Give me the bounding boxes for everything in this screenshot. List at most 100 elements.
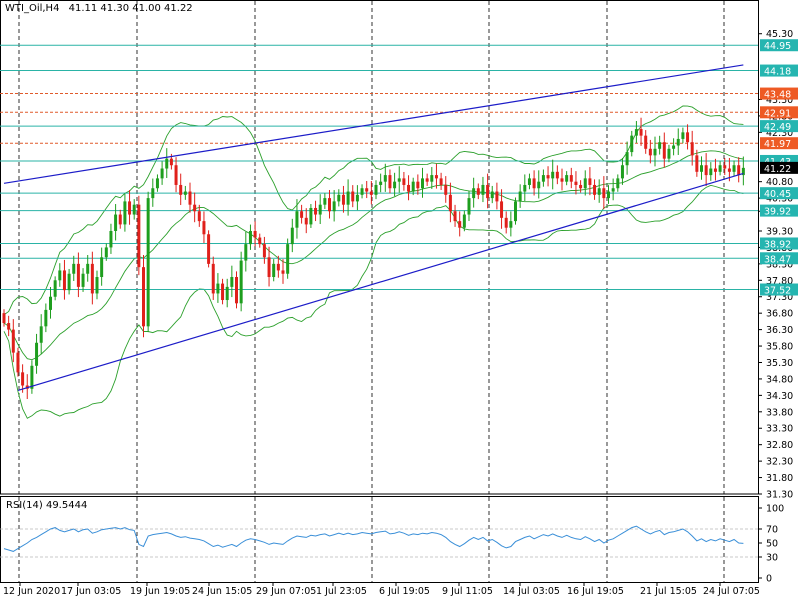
candle-body (602, 188, 606, 199)
candle-body (104, 247, 108, 258)
candle-body (704, 165, 708, 176)
price-tag-label: 42.49 (764, 122, 791, 133)
candle-body (35, 342, 39, 366)
candle-body (90, 263, 94, 294)
candle-body (597, 188, 601, 195)
y-tick-label: 45.30 (766, 29, 793, 40)
candle-body (527, 178, 531, 185)
candle-body (346, 191, 350, 205)
candle-body (146, 198, 150, 327)
candle-body (235, 277, 238, 304)
y-tick-label: 36.80 (766, 309, 793, 320)
candle-body (374, 184, 378, 195)
candle-body (518, 191, 522, 202)
candle-body (323, 198, 327, 205)
candle-body (365, 188, 369, 192)
candle-body (62, 270, 66, 291)
candle-body (72, 263, 76, 274)
candle-body (355, 194, 359, 202)
candle-body (383, 175, 387, 182)
candle-body (207, 234, 211, 264)
y-tick-label: 34.30 (766, 391, 793, 402)
candle-body (221, 283, 225, 301)
candle-body (434, 175, 438, 179)
candle-body (658, 142, 662, 149)
candle-body (500, 201, 504, 218)
candle-body (49, 296, 52, 310)
time-axis: 12 Jun 2020 17 Jun 03:05 19 Jun 19:05 24 Ju… (3, 582, 760, 597)
trendline-upper-channel (3, 64, 744, 184)
candle-body (183, 191, 187, 195)
candle-body (421, 178, 424, 189)
x-tick-label: 14 Jul 03:05 (503, 586, 560, 597)
candle-body (555, 171, 559, 179)
candle-body (309, 207, 313, 225)
candle-body (458, 221, 462, 228)
candle-body (397, 178, 401, 182)
candle-body (579, 184, 583, 189)
candle-body (114, 214, 118, 231)
price-panel: 45.3043.3042.8042.3040.8040.3039.9039.30… (0, 0, 798, 501)
candle-body (681, 132, 685, 139)
candle-body (160, 168, 164, 179)
candle-body (239, 260, 243, 304)
candle-body (165, 158, 169, 169)
x-tick-label: 29 Jun 07:05 (256, 586, 316, 597)
candle-body (574, 181, 578, 185)
candle-body (253, 230, 257, 238)
y-tick-label: 35.30 (766, 358, 793, 369)
x-tick-label: 19 Jun 19:05 (130, 586, 190, 597)
candle-body (258, 237, 262, 245)
candle-body (123, 201, 127, 225)
candle-body (630, 135, 634, 153)
price-tag (760, 106, 798, 119)
y-tick-label: 32.30 (766, 457, 793, 468)
candle-body (267, 257, 271, 278)
candle-body (509, 221, 513, 228)
y-tick-label: 36.30 (766, 325, 793, 336)
candle-body (407, 184, 411, 192)
x-tick-label: 17 Jun 03:05 (61, 586, 121, 597)
candle-body (537, 181, 541, 189)
price-tag (760, 39, 798, 52)
price-tag-label: 39.92 (764, 207, 791, 218)
candle-body (314, 207, 318, 215)
candle-body (448, 194, 452, 212)
price-tag-label: 41.97 (764, 139, 791, 150)
candle-body (244, 244, 248, 261)
y-tick-label: 33.80 (766, 407, 793, 418)
candle-body (95, 277, 99, 294)
candle-body (667, 148, 671, 159)
candle-body (272, 263, 276, 278)
y-tick-label: 40.80 (766, 177, 793, 188)
candle-body (328, 198, 331, 212)
candle-body (300, 211, 304, 218)
candle-body (476, 188, 480, 195)
candle-body (709, 168, 713, 176)
y-tick-label: 43.30 (766, 95, 793, 106)
candle-body (551, 171, 555, 179)
price-tag (760, 137, 798, 150)
candle-body (672, 145, 676, 149)
candle-body (467, 198, 471, 215)
candle-body (193, 204, 197, 212)
rsi-tick-label: 30 (766, 553, 778, 564)
candle-body (644, 135, 648, 149)
candle-body (462, 214, 466, 228)
candle-body (337, 194, 341, 202)
rsi-tick-label: 70 (766, 525, 778, 536)
candle-body (686, 132, 690, 143)
candle-body (541, 175, 545, 182)
candle-body (504, 217, 508, 228)
rsi-tick-label: 0 (766, 574, 772, 585)
candle-body (179, 184, 183, 195)
candle-body (67, 273, 71, 291)
price-tag (760, 187, 798, 200)
candle-body (514, 201, 517, 222)
price-tag-label: 37.52 (764, 286, 791, 297)
x-tick-label: 9 Jul 11:05 (442, 586, 493, 597)
candle-body (109, 230, 113, 248)
candle-body (318, 204, 322, 215)
candle-body (128, 201, 132, 215)
